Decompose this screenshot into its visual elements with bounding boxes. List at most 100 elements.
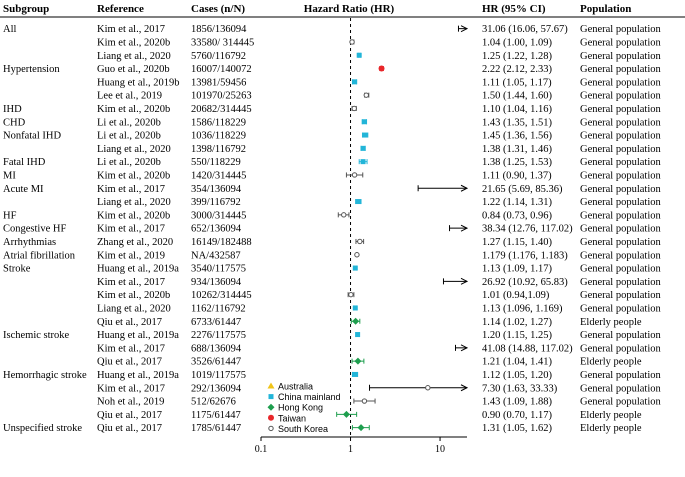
table-row: Liang et al., 2020 1398/116792 1.38 (1.31,… — [97, 144, 662, 155]
header-cases: Cases (n/N) — [191, 3, 245, 15]
population-label: General population — [580, 224, 662, 235]
reference-label: Kim et al., 2017 — [97, 184, 165, 195]
hr-ci-label: 1.12 (1.05, 1.20) — [482, 370, 552, 381]
subgroup-label: Hemorrhagic stroke — [3, 370, 87, 381]
hr-ci-label: 1.04 (1.00, 1.09) — [482, 37, 552, 48]
table-row: Congestive HF Kim et al., 2017 652/136094 3… — [3, 224, 662, 235]
population-label: General population — [580, 117, 662, 128]
x-axis-ticks: 0.1 1 10 — [255, 437, 445, 455]
hr-point — [360, 145, 366, 151]
cases-label: 1586/118229 — [191, 117, 246, 128]
reference-label: Qiu et al., 2017 — [97, 410, 162, 421]
subgroup-label: Congestive HF — [3, 224, 66, 235]
population-label: Elderly people — [580, 357, 642, 368]
hr-point — [361, 119, 367, 125]
population-label: General population — [580, 157, 662, 168]
table-row: Liang et al., 2020 399/116792 1.22 (1.14, … — [97, 197, 662, 208]
legend-label: Taiwan — [278, 413, 306, 423]
legend-label: China mainland — [278, 392, 341, 402]
hr-ci-label: 1.01 (0.94,1.09) — [482, 290, 550, 301]
reference-label: Kim et al., 2017 — [97, 343, 165, 354]
population-label: Elderly people — [580, 317, 642, 328]
cases-label: NA/432587 — [191, 250, 241, 261]
population-label: Elderly people — [580, 410, 642, 421]
reference-label: Liang et al., 2020 — [97, 303, 171, 314]
population-label: General population — [580, 144, 662, 155]
hr-ci-label: 1.50 (1.44, 1.60) — [482, 91, 552, 102]
subgroup-label: Arrhythmias — [3, 237, 56, 248]
hr-point — [352, 317, 360, 325]
cases-label: 1036/118229 — [191, 131, 246, 142]
subgroup-label: Hypertension — [3, 64, 60, 75]
population-label: General population — [580, 397, 662, 408]
subgroup-label: Stroke — [3, 264, 31, 275]
hr-point — [378, 65, 385, 72]
cases-label: 688/136094 — [191, 343, 242, 354]
population-label: General population — [580, 37, 662, 48]
hr-ci-label: 31.06 (16.06, 57.67) — [482, 24, 568, 35]
cases-label: 13981/59456 — [191, 77, 246, 88]
population-label: General population — [580, 277, 662, 288]
legend-marker — [267, 382, 275, 389]
population-label: General population — [580, 303, 662, 314]
hr-point — [360, 159, 366, 165]
cases-label: 16149/182488 — [191, 237, 252, 248]
hr-ci-label: 1.179 (1.176, 1.183) — [482, 250, 568, 261]
hr-point — [348, 291, 354, 298]
cases-label: 1019/117575 — [191, 370, 246, 381]
legend-marker — [268, 414, 274, 421]
subgroup-label: Unspecified stroke — [3, 423, 82, 434]
hr-point — [352, 265, 358, 271]
hr-ci-label: 1.11 (0.90, 1.37) — [482, 170, 552, 181]
legend-label: South Korea — [278, 424, 328, 434]
table-row: IHD Kim et al., 2020b 20682/314445 1.10 (1.… — [3, 104, 662, 115]
population-label: General population — [580, 383, 662, 394]
header-hr-ci: HR (95% CI) — [482, 3, 546, 15]
hr-point — [357, 424, 365, 432]
table-row: Arrhythmias Zhang et al., 2020 16149/18248… — [3, 237, 662, 248]
cases-label: 3526/61447 — [191, 357, 241, 368]
reference-label: Kim et al., 2020b — [97, 210, 170, 221]
cases-label: 399/116792 — [191, 197, 241, 208]
x-tick-label: 0.1 — [255, 444, 268, 455]
population-label: General population — [580, 330, 662, 341]
ci-arrow — [460, 344, 469, 352]
reference-label: Huang et al., 2019a — [97, 330, 179, 341]
reference-label: Qiu et al., 2017 — [97, 357, 162, 368]
population-label: General population — [580, 370, 662, 381]
table-row: Lee et al., 2019 101970/25263 1.50 (1.44, … — [97, 91, 662, 102]
cases-label: 1785/61447 — [191, 423, 241, 434]
header-population: Population — [580, 3, 631, 15]
hr-ci-label: 1.31 (1.05, 1.62) — [482, 423, 552, 434]
cases-label: 1420/314445 — [191, 170, 246, 181]
subgroup-label: Ischemic stroke — [3, 330, 70, 341]
population-label: General population — [580, 264, 662, 275]
hr-point — [425, 385, 431, 391]
hr-point — [361, 398, 368, 404]
legend-marker — [267, 403, 275, 411]
cases-label: 292/136094 — [191, 383, 242, 394]
data-rows: All Kim et al., 2017 1856/136094 31.06 (16.… — [3, 24, 662, 434]
reference-label: Kim et al., 2020b — [97, 170, 170, 181]
hr-ci-label: 0.84 (0.73, 0.96) — [482, 210, 552, 221]
table-row: Huang et al., 2019b 13981/59456 1.11 (1.05… — [97, 77, 662, 88]
population-label: General population — [580, 250, 662, 261]
hr-ci-label: 1.20 (1.15, 1.25) — [482, 330, 552, 341]
legend-label: Australia — [278, 382, 313, 392]
hr-ci-label: 41.08 (14.88, 117.02) — [482, 343, 573, 354]
x-tick-label: 1 — [348, 444, 353, 455]
hr-point — [355, 199, 361, 205]
reference-label: Qiu et al., 2017 — [97, 317, 162, 328]
table-row: Acute MI Kim et al., 2017 354/136094 21.65 … — [3, 184, 662, 195]
legend-label: Hong Kong — [278, 403, 323, 413]
header-reference: Reference — [97, 3, 144, 15]
hr-ci-label: 1.10 (1.04, 1.16) — [482, 104, 552, 115]
cases-label: 1162/116792 — [191, 303, 246, 314]
reference-label: Lee et al., 2019 — [97, 91, 162, 102]
hr-point — [351, 105, 357, 112]
hr-ci-label: 1.13 (1.096, 1.169) — [482, 303, 563, 314]
reference-label: Kim et al., 2017 — [97, 277, 165, 288]
reference-label: Kim et al., 2019 — [97, 250, 165, 261]
hr-ci-label: 1.38 (1.25, 1.53) — [482, 157, 552, 168]
